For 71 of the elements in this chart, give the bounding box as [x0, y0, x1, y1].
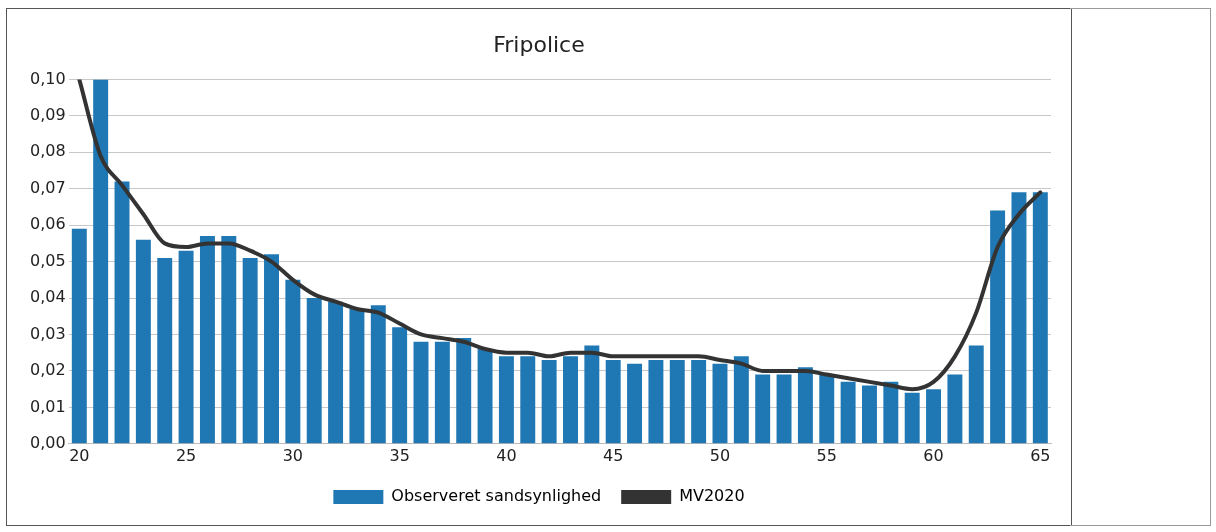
bar — [862, 385, 877, 444]
bar — [797, 367, 813, 444]
bar — [840, 381, 856, 444]
bar — [947, 374, 963, 444]
bar — [157, 257, 173, 444]
y-tick-label: 0,08 — [30, 141, 66, 161]
bar — [370, 305, 386, 444]
x-tick-label: 65 — [1030, 445, 1051, 465]
bar — [584, 345, 600, 444]
bar — [990, 210, 1006, 444]
bar — [541, 359, 557, 444]
bar — [477, 349, 493, 444]
bar — [968, 345, 984, 444]
bar — [242, 257, 258, 444]
bar — [392, 327, 408, 444]
bar — [285, 279, 301, 444]
bar — [520, 356, 536, 444]
bar — [199, 236, 215, 444]
bar — [883, 381, 899, 444]
bar — [306, 298, 322, 444]
y-tick-label: 0,00 — [30, 432, 66, 452]
y-tick-label: 0,06 — [30, 214, 66, 234]
y-tick-label: 0,10 — [30, 68, 66, 88]
bar — [926, 389, 942, 444]
bar — [135, 239, 151, 444]
bar — [755, 374, 771, 444]
bar — [627, 363, 643, 444]
legend-label: Observeret sandsynlighed — [391, 486, 602, 506]
bar — [904, 392, 920, 444]
bar — [434, 341, 450, 444]
bar — [498, 356, 514, 444]
x-tick-label: 25 — [175, 445, 197, 465]
y-tick-label: 0,05 — [30, 250, 66, 270]
bar — [114, 181, 130, 444]
x-tick-label: 50 — [709, 445, 731, 465]
bar — [669, 359, 685, 444]
x-tick-label: 45 — [603, 445, 624, 465]
legend-label: MV2020 — [679, 486, 745, 506]
bar — [456, 338, 472, 444]
y-tick-label: 0,04 — [30, 287, 66, 307]
x-tick-label: 40 — [496, 445, 517, 465]
bar — [349, 308, 365, 444]
x-tick-label: 30 — [282, 445, 304, 465]
bar — [71, 228, 87, 444]
bar — [733, 356, 749, 444]
bar — [328, 301, 344, 444]
bar — [819, 374, 835, 444]
y-tick-label: 0,09 — [30, 105, 66, 124]
line-series — [77, 79, 1043, 392]
x-tick-label: 35 — [389, 445, 410, 465]
x-tick-label: 60 — [923, 445, 944, 465]
x-tick-label: 20 — [69, 445, 90, 465]
bar — [563, 356, 578, 444]
bar — [1032, 192, 1048, 444]
bar — [691, 359, 707, 444]
bar — [221, 236, 237, 444]
bar — [712, 363, 728, 444]
bar — [776, 374, 792, 444]
bar — [605, 359, 621, 444]
bar — [178, 250, 194, 444]
y-tick-label: 0,07 — [30, 177, 66, 197]
bar — [648, 359, 664, 444]
y-tick-label: 0,03 — [30, 323, 66, 343]
bar — [1011, 192, 1027, 444]
chart-title: Fripolice — [493, 31, 585, 57]
y-tick-label: 0,01 — [30, 396, 66, 416]
bar — [93, 79, 109, 444]
bar — [413, 341, 429, 444]
x-tick-label: 55 — [816, 445, 837, 465]
y-tick-label: 0,02 — [30, 360, 66, 380]
bar — [264, 254, 279, 444]
